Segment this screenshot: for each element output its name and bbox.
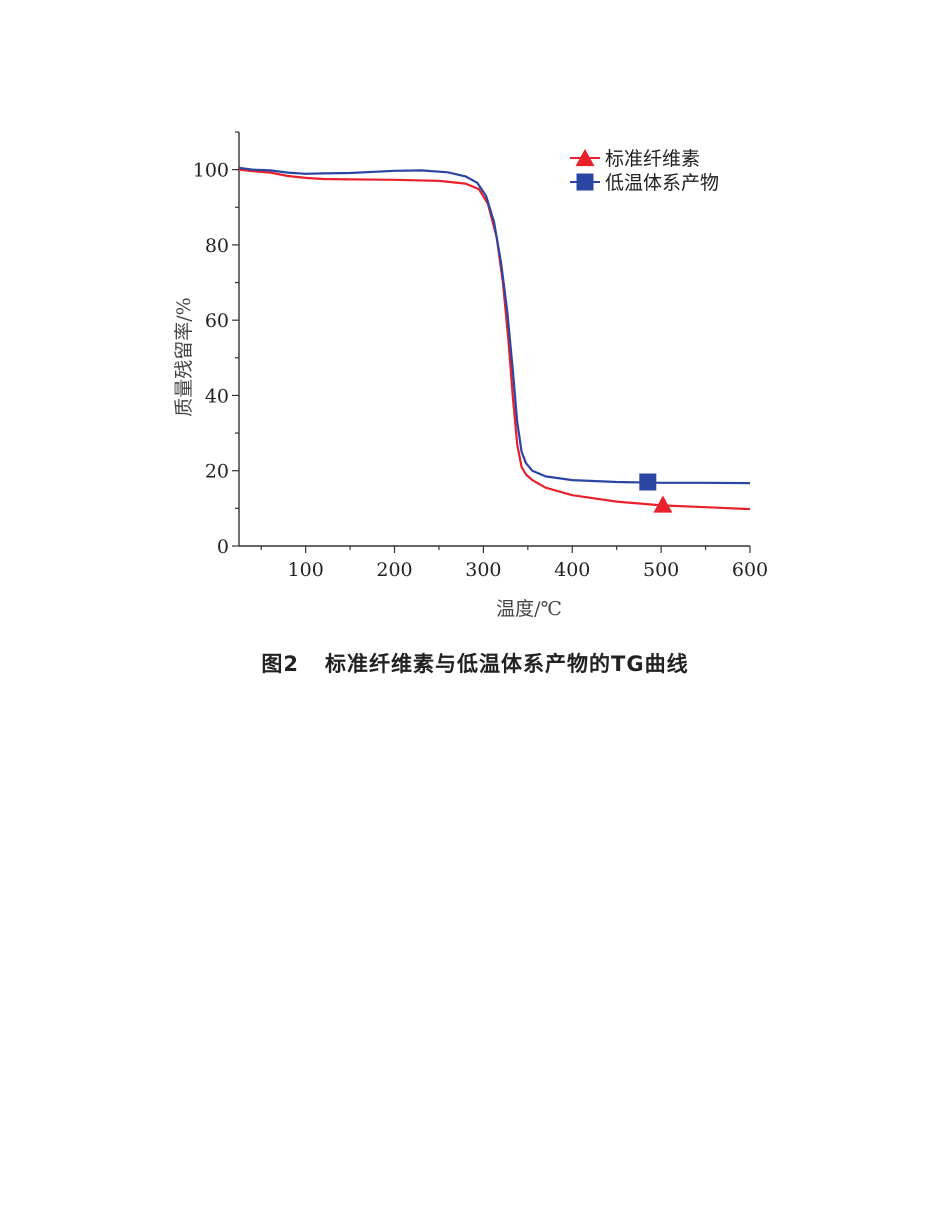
y-tick-label: 80 — [205, 235, 229, 257]
y-tick-label: 0 — [217, 536, 229, 558]
y-tick-label: 60 — [205, 310, 229, 332]
y-tick-label: 40 — [205, 385, 229, 407]
legend-item: 低温体系产物 — [570, 172, 719, 194]
legend-marker — [575, 148, 595, 167]
legend-item: 标准纤维素 — [570, 148, 700, 170]
chart-axes: 100 200 300 400 500 600 0 20 40 60 80 100 — [193, 131, 768, 581]
x-tick-label: 300 — [465, 559, 501, 581]
x-tick-label: 600 — [732, 559, 768, 581]
legend-label: 标准纤维素 — [605, 148, 700, 170]
y-tick-label: 20 — [205, 461, 229, 483]
x-tick-label: 400 — [554, 559, 590, 581]
series-2-line — [238, 166, 751, 485]
figure-caption-text: 标准纤维素与低温体系产物的TG曲线 — [325, 652, 689, 676]
series-2-marker — [639, 473, 657, 491]
tg-chart: 100 200 300 400 500 600 0 20 40 60 80 100 标准纤维素低温体系… — [173, 131, 768, 620]
y-tick-label: 100 — [193, 160, 229, 182]
figure-caption: 图2 标准纤维素与低温体系产物的TG曲线 — [0, 648, 950, 678]
x-tick-label: 200 — [376, 559, 412, 581]
chart-series — [238, 166, 751, 513]
x-tick-label: 500 — [643, 559, 679, 581]
x-axis-title: 温度/℃ — [496, 598, 562, 620]
figure-number: 图2 — [261, 652, 300, 676]
legend-label: 低温体系产物 — [605, 172, 719, 194]
series-1-marker — [653, 495, 673, 513]
x-tick-label: 100 — [288, 559, 324, 581]
legend-marker — [576, 173, 594, 191]
y-axis-title: 质量残留率/% — [173, 297, 195, 416]
series-2 — [238, 166, 751, 491]
